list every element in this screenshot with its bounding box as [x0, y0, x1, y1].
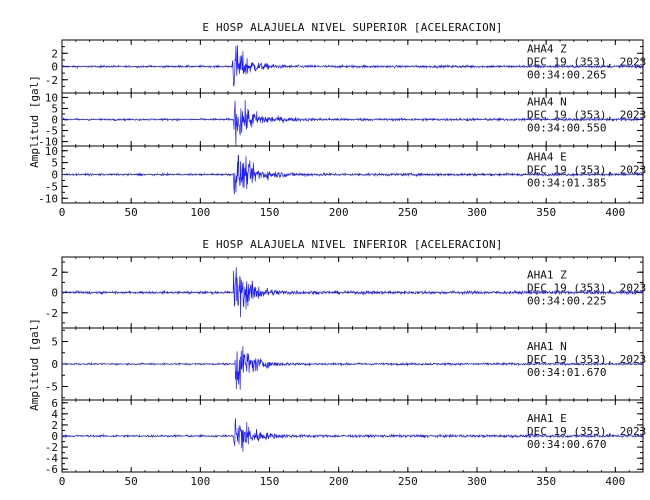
y-tick-label: -2	[45, 74, 58, 87]
y-tick-label: 10	[45, 145, 58, 158]
channel-name: AHA1 N	[527, 340, 567, 353]
x-tick-label: 300	[467, 206, 487, 219]
y-tick-label: 0	[51, 114, 58, 127]
x-tick-label: 400	[605, 206, 625, 219]
x-tick-label: 250	[398, 475, 418, 488]
channel-time: 00:34:01.670	[527, 366, 606, 379]
channel-date: DEC 19 (353), 2023	[527, 425, 646, 438]
chart-panel-1: E HOSP ALAJUELA NIVEL SUPERIOR [ACELERAC…	[28, 21, 646, 219]
x-tick-label: 100	[190, 475, 210, 488]
y-tick-label: 0	[51, 358, 58, 371]
channel-name: AHA4 E	[527, 151, 567, 164]
waveform-trace	[61, 267, 644, 318]
x-tick-label: 100	[190, 206, 210, 219]
waveform-trace	[61, 100, 644, 147]
y-tick-label: 0	[51, 430, 58, 443]
x-tick-label: 200	[329, 475, 349, 488]
channel-time: 00:34:00.550	[527, 122, 606, 135]
y-tick-label: 2	[51, 419, 58, 432]
y-tick-label: -2	[45, 441, 58, 454]
channel-date: DEC 19 (353), 2023	[527, 56, 646, 69]
waveform-trace	[61, 345, 644, 390]
channel-date: DEC 19 (353), 2023	[527, 282, 646, 295]
x-tick-label: 50	[125, 475, 138, 488]
y-tick-label: 0	[51, 287, 58, 300]
y-tick-label: 4	[51, 408, 58, 421]
y-tick-label: 2	[51, 47, 58, 60]
channel-date: DEC 19 (353), 2023	[527, 353, 646, 366]
x-tick-label: 0	[59, 475, 66, 488]
y-tick-label: -6	[45, 463, 58, 476]
y-tick-label: -10	[38, 192, 58, 205]
chart-title: E HOSP ALAJUELA NIVEL SUPERIOR [ACELERAC…	[202, 21, 502, 34]
x-tick-label: 350	[536, 206, 556, 219]
y-tick-label: 0	[51, 169, 58, 182]
channel-time: 00:34:01.385	[527, 177, 606, 190]
channel-name: AHA4 N	[527, 96, 567, 109]
chart-title: E HOSP ALAJUELA NIVEL INFERIOR [ACELERAC…	[202, 238, 502, 251]
channel-name: AHA4 Z	[527, 43, 567, 56]
waveform-trace	[61, 418, 644, 452]
waveform-trace	[61, 44, 644, 87]
y-tick-label: -5	[45, 180, 58, 193]
chart-panel-2: E HOSP ALAJUELA NIVEL INFERIOR [ACELERAC…	[28, 238, 646, 488]
y-axis-label: Amplitud [gal]	[28, 75, 41, 168]
x-tick-label: 350	[536, 475, 556, 488]
y-tick-label: -5	[45, 381, 58, 394]
y-tick-label: 5	[51, 336, 58, 349]
waveform-trace	[61, 154, 644, 195]
y-tick-label: -10	[38, 136, 58, 149]
y-tick-label: 0	[51, 61, 58, 74]
y-axis-label: Amplitud [gal]	[28, 318, 41, 411]
y-tick-label: 5	[51, 157, 58, 170]
x-tick-label: 50	[125, 206, 138, 219]
x-tick-label: 400	[605, 475, 625, 488]
y-tick-label: -2	[45, 307, 58, 320]
channel-time: 00:34:00.265	[527, 69, 606, 82]
y-tick-label: 5	[51, 102, 58, 115]
x-tick-label: 300	[467, 475, 487, 488]
y-tick-label: -4	[45, 452, 59, 465]
x-tick-label: 150	[260, 475, 280, 488]
x-tick-label: 0	[59, 206, 66, 219]
channel-time: 00:34:00.670	[527, 438, 606, 451]
channel-name: AHA1 Z	[527, 269, 567, 282]
x-tick-label: 200	[329, 206, 349, 219]
channel-name: AHA1 E	[527, 412, 567, 425]
y-tick-label: 10	[45, 91, 58, 104]
channel-date: DEC 19 (353), 2023	[527, 164, 646, 177]
channel-time: 00:34:00.225	[527, 295, 606, 308]
y-tick-label: 6	[51, 397, 58, 410]
y-tick-label: -5	[45, 125, 58, 138]
y-tick-label: 2	[51, 266, 58, 279]
x-tick-label: 250	[398, 206, 418, 219]
x-tick-label: 150	[260, 206, 280, 219]
channel-date: DEC 19 (353), 2023	[527, 109, 646, 122]
